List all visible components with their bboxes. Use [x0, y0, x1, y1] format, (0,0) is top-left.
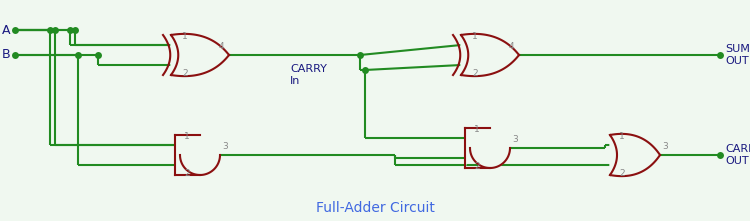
- Text: A: A: [2, 23, 10, 36]
- Polygon shape: [610, 134, 660, 176]
- Polygon shape: [175, 135, 220, 175]
- Text: 4: 4: [509, 42, 514, 51]
- Text: 1: 1: [474, 125, 480, 134]
- Text: 1: 1: [472, 32, 478, 41]
- Text: 1: 1: [182, 32, 188, 41]
- Polygon shape: [465, 128, 510, 168]
- Text: 2: 2: [474, 162, 480, 171]
- Text: CARRY
OUT: CARRY OUT: [725, 144, 750, 166]
- Polygon shape: [171, 34, 229, 76]
- Text: 2: 2: [472, 69, 478, 78]
- Text: 2: 2: [184, 169, 190, 178]
- Text: 3: 3: [512, 135, 517, 144]
- Text: Full-Adder Circuit: Full-Adder Circuit: [316, 201, 434, 215]
- Text: B: B: [2, 48, 10, 61]
- Text: 1: 1: [184, 132, 190, 141]
- Text: SUM
OUT: SUM OUT: [725, 44, 750, 66]
- Text: 2: 2: [620, 169, 625, 178]
- Text: 3: 3: [662, 142, 668, 151]
- Text: 3: 3: [222, 142, 228, 151]
- Polygon shape: [461, 34, 519, 76]
- Text: 1: 1: [620, 132, 625, 141]
- Text: 2: 2: [182, 69, 188, 78]
- Text: CARRY
In: CARRY In: [290, 64, 327, 86]
- Text: 4: 4: [218, 42, 223, 51]
